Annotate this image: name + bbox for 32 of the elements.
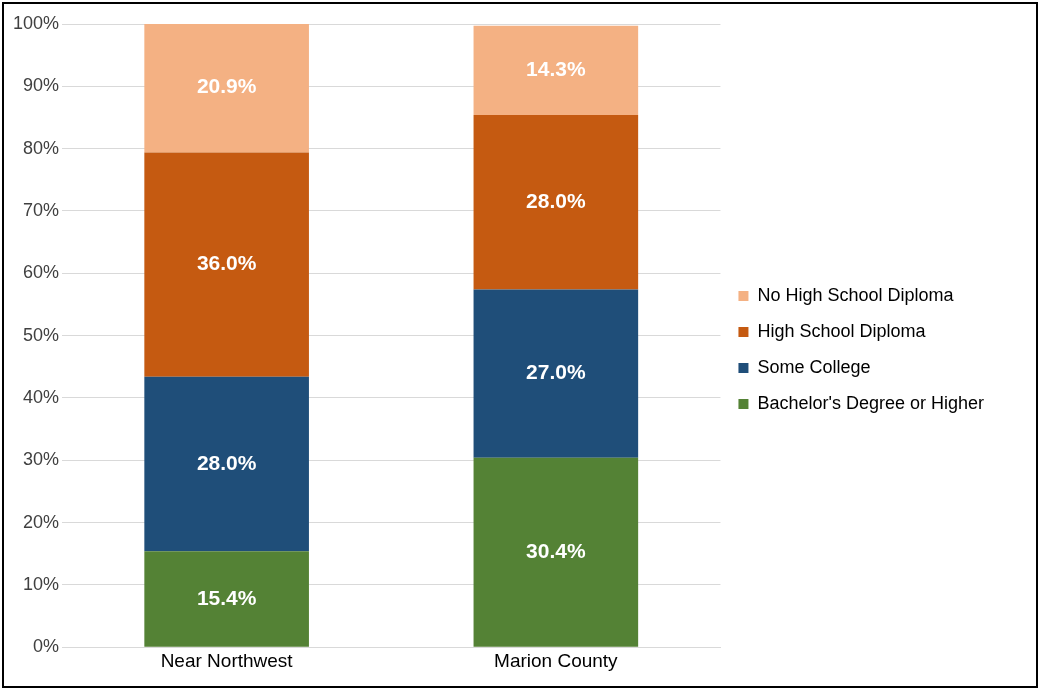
y-tick-label: 90% bbox=[23, 75, 60, 96]
x-tick-label: Marion County bbox=[494, 649, 619, 671]
bar bbox=[144, 551, 309, 647]
y-tick-label: 100% bbox=[12, 12, 60, 33]
bar bbox=[473, 457, 639, 647]
bar bbox=[144, 376, 309, 552]
bar bbox=[144, 152, 309, 377]
legend-label: High School Diploma bbox=[757, 320, 927, 341]
bar bbox=[473, 25, 639, 115]
y-tick-label: 80% bbox=[23, 137, 60, 158]
bar bbox=[473, 114, 639, 290]
data-label: 20.9% bbox=[196, 74, 257, 98]
data-label: 14.3% bbox=[526, 57, 586, 81]
x-tick-label: Near Northwest bbox=[160, 649, 294, 671]
y-tick-label: 50% bbox=[23, 324, 60, 345]
legend-label: Some College bbox=[757, 356, 871, 377]
data-label: 28.0% bbox=[526, 189, 586, 213]
data-label: 28.0% bbox=[196, 450, 257, 474]
bar bbox=[473, 289, 639, 458]
data-label: 15.4% bbox=[196, 585, 257, 609]
y-tick-label: 60% bbox=[23, 262, 60, 283]
y-tick-label: 10% bbox=[23, 573, 60, 594]
y-tick-label: 20% bbox=[23, 511, 60, 532]
y-tick-label: 70% bbox=[23, 199, 60, 220]
y-tick-label: 0% bbox=[33, 636, 60, 657]
y-tick-label: 30% bbox=[23, 449, 60, 470]
data-label: 27.0% bbox=[526, 360, 586, 384]
y-tick-label: 40% bbox=[23, 386, 60, 407]
data-label: 30.4% bbox=[526, 539, 586, 563]
legend-label: Bachelor's Degree or Higher bbox=[757, 392, 985, 413]
data-label: 36.0% bbox=[196, 251, 257, 275]
legend-label: No High School Diploma bbox=[757, 284, 955, 305]
